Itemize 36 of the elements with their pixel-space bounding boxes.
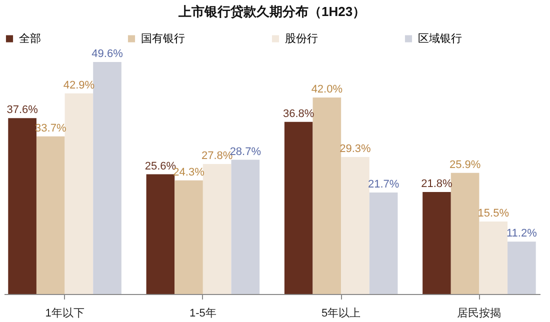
bar xyxy=(450,172,480,294)
bar xyxy=(312,98,342,294)
bar xyxy=(369,192,398,294)
x-tick-label: 1-5年 xyxy=(189,308,216,320)
bar xyxy=(284,122,313,294)
bar xyxy=(202,164,232,294)
bar xyxy=(64,93,94,294)
bar xyxy=(341,156,370,294)
bar xyxy=(422,192,451,294)
chart-title: 上市银行贷款久期分布（1H23） xyxy=(177,4,366,19)
x-tick-label: 居民按揭 xyxy=(457,306,502,320)
bar xyxy=(508,242,536,294)
data-label: 25.9% xyxy=(449,158,481,171)
data-label: 29.3% xyxy=(340,142,372,155)
data-label: 42.0% xyxy=(311,84,343,96)
data-label: 36.8% xyxy=(282,108,314,120)
data-label: 37.6% xyxy=(6,104,38,116)
data-label: 42.9% xyxy=(63,79,95,92)
bar xyxy=(231,160,260,294)
legend-label: 全部 xyxy=(19,32,41,45)
legend-label: 区域银行 xyxy=(418,32,462,45)
x-tick-label: 1年以下 xyxy=(45,306,84,320)
bar xyxy=(146,174,175,294)
bar xyxy=(479,222,508,294)
legend-label: 国有银行 xyxy=(141,32,185,45)
data-label: 49.6% xyxy=(92,48,124,60)
bar xyxy=(174,180,203,294)
legend-label: 股份行 xyxy=(285,32,318,45)
data-label: 21.8% xyxy=(421,178,453,190)
bar xyxy=(93,62,122,294)
x-tick-label: 5年以上 xyxy=(322,306,361,320)
data-label: 21.7% xyxy=(368,178,400,190)
data-label: 11.2% xyxy=(506,228,538,240)
data-label: 15.5% xyxy=(478,208,510,220)
bar xyxy=(8,118,36,294)
bar xyxy=(36,136,65,294)
